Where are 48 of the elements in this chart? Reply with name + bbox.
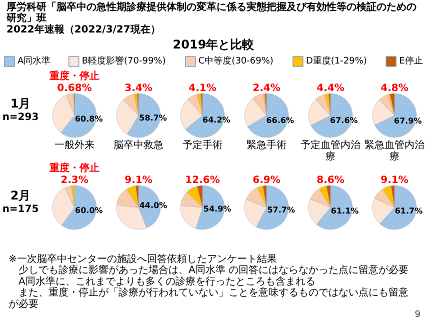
chart-subtitle: 3.4% [124,83,152,94]
data-label: 44.0% [139,201,168,210]
text: 緊急手術 [246,139,286,151]
text: 予定血管内治療 [300,139,360,162]
legend-label: C中等度(30-69%) [198,56,274,66]
text: 9 [414,310,421,320]
chart-subtitle: 2.4% [252,83,280,94]
data-label: 67.9% [394,116,422,126]
chart-subtitle: 2.3% [60,175,88,186]
legend-label: B軽度影響(70-99%) [82,56,166,66]
data-label: 61.7% [394,206,423,216]
legend-label: E停止 [399,56,423,66]
text: ※一次脳卒中センターの施設へ回答依頼したアンケート結果 [8,253,277,265]
data-label: 66.6% [266,116,294,125]
data-label: 64.2% [202,115,230,124]
text: また、重度・停止が「診療が行われていない」ことを意味するものではない点にも留意が必要 [8,286,408,310]
chart-subtitle: 8.6% [316,175,344,186]
legend-label: A同水準 [18,56,51,66]
chart-subtitle: 4.1% [188,83,216,94]
chart-subtitle: 9.1% [380,175,408,186]
text: 少しでも診療に影響があった場合は、A同水準 の回答にはならなかった点に留意が必要 [8,264,409,276]
chart-subtitle: 12.6% [185,175,220,186]
data-label: 67.6% [330,116,358,126]
chart-subtitle: 6.9% [252,175,280,186]
legend-label: D重度(1-29%) [306,56,367,66]
data-label: 54.9% [203,204,232,214]
text: 予定手術 [182,139,222,151]
text: 脳卒中救急 [114,139,164,151]
data-label: 57.7% [267,205,295,214]
chart-subtitle: 9.1% [124,175,152,186]
chart-subtitle: 4.4% [316,83,344,94]
data-label: 61.1% [330,206,359,216]
text: 1月 [10,96,31,110]
data-label: 60.0% [75,206,103,216]
text: 厚労科研「脳卒中の急性期診療提供体制の変革に係る実態把握及び有効性等の検証のための研究」班 2022年速報（2022/3/27現在） [6,1,416,36]
chart-title: 重度・停止 [48,162,100,174]
text: 重度・停止 [48,70,100,82]
text: 一般外来 [54,139,94,151]
text: 2月 [10,188,31,202]
data-label: 60.8% [74,114,103,124]
text: n=293 [2,112,39,123]
text: 緊急血管内治療 [364,139,424,162]
text: 0.68% [57,83,92,94]
data-label: 58.7% [139,114,167,123]
chart-subtitle: 4.8% [380,83,408,94]
text: 2019年と比較 [172,38,256,52]
text: n=175 [2,204,39,215]
text: A同水準に、これまでよりも多くの診療を行ったところも含まれる [8,275,316,288]
